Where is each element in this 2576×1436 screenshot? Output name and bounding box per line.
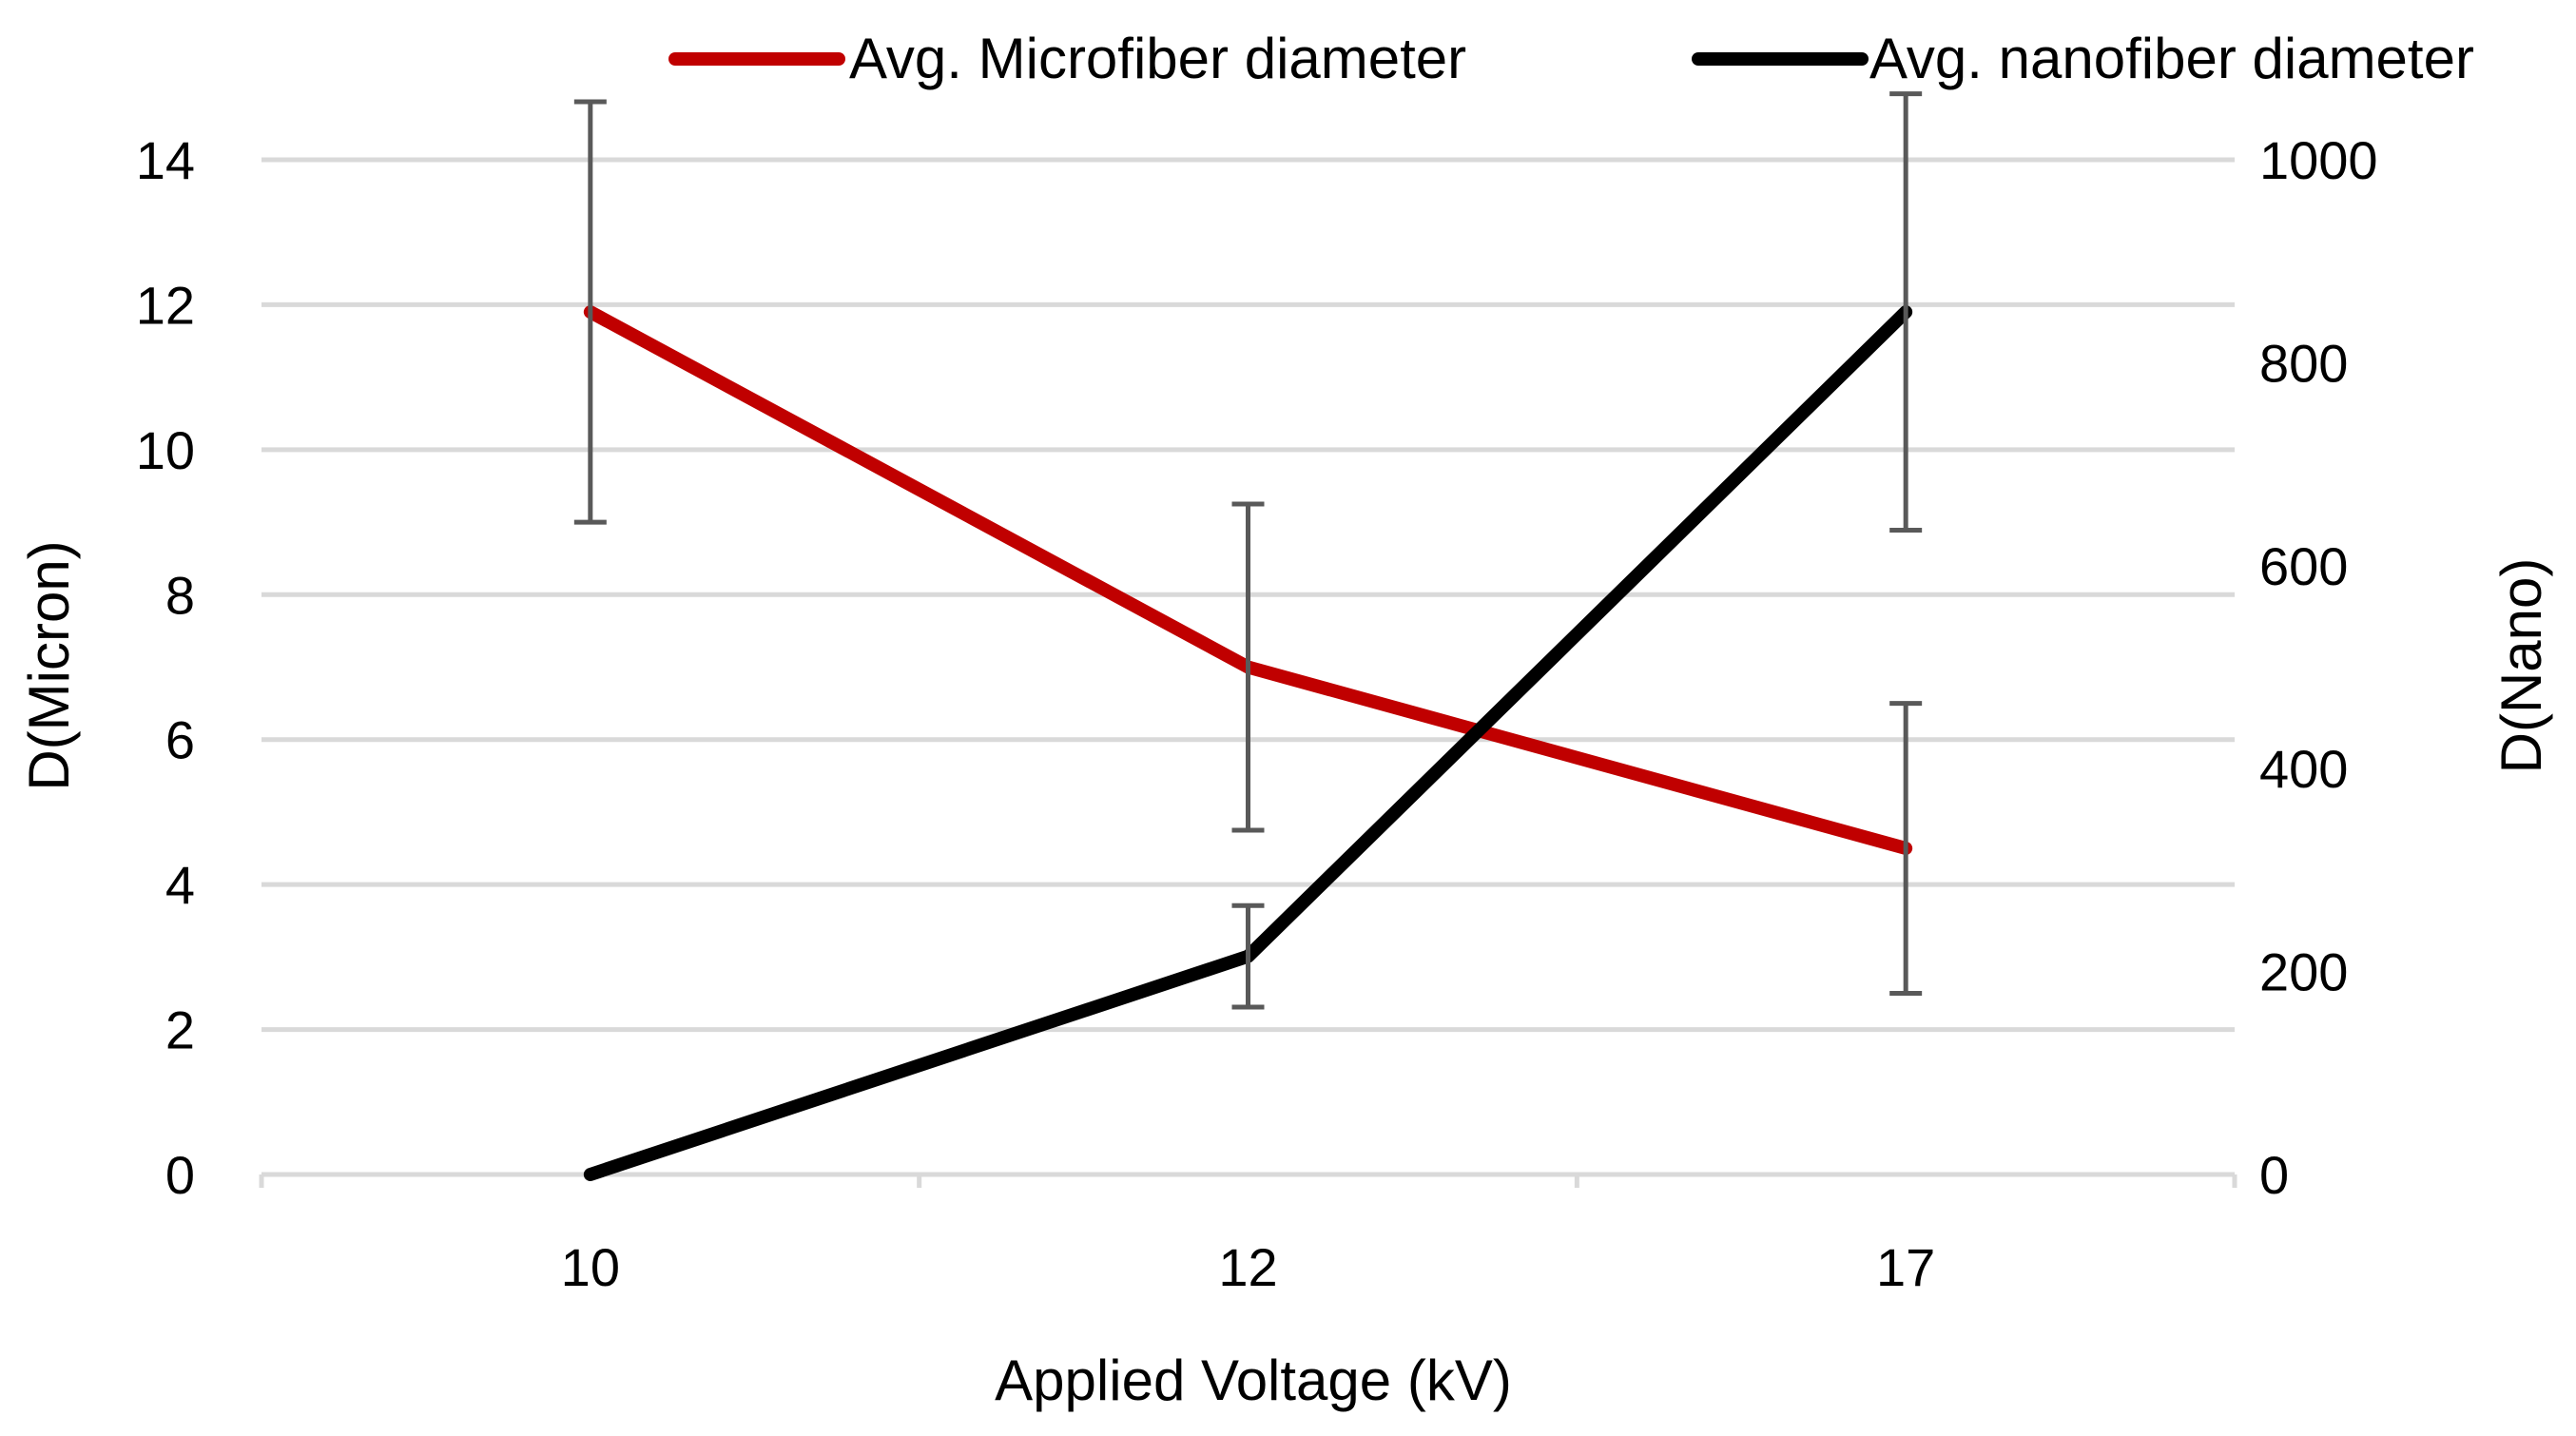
y-left-tick-label: 14	[136, 130, 195, 190]
y-left-tick-label: 2	[165, 1000, 195, 1060]
y-axis-left-tick-labels: 0 2 4 6 8 10 12 14	[136, 130, 195, 1205]
data-point	[589, 1174, 591, 1175]
legend-label-nanofiber: Avg. nanofiber diameter	[1869, 27, 2474, 90]
y-right-tick-label: 400	[2259, 739, 2348, 799]
y-left-tick-label: 4	[165, 855, 195, 915]
legend-item-microfiber: Avg. Microfiber diameter	[668, 27, 1466, 90]
y-left-tick-label: 8	[165, 565, 195, 625]
y-right-tick-label: 200	[2259, 942, 2348, 1002]
y-left-tick-label: 12	[136, 275, 195, 335]
legend-label-microfiber: Avg. Microfiber diameter	[849, 27, 1466, 90]
error-bar	[1231, 902, 1265, 1010]
y-left-tick-label: 0	[165, 1145, 195, 1205]
x-axis-tick-labels: 10 12 17	[561, 1237, 1936, 1297]
x-tick-label: 17	[1876, 1237, 1935, 1297]
x-tick-label: 10	[561, 1237, 620, 1297]
y-right-tick-label: 600	[2259, 536, 2348, 596]
error-bar	[1889, 701, 1923, 996]
x-axis-title: Applied Voltage (kV)	[995, 1349, 1512, 1412]
y-axis-right-tick-labels: 0 200 400 600 800 1000	[2259, 130, 2378, 1205]
error-bar	[1231, 501, 1265, 833]
error-bar	[573, 99, 607, 525]
y-axis-left-title: D(Micron)	[17, 540, 81, 790]
y-right-tick-label: 0	[2259, 1145, 2289, 1205]
y-left-tick-label: 6	[165, 710, 195, 770]
y-right-tick-label: 800	[2259, 333, 2348, 393]
legend: Avg. Microfiber diameter Avg. nanofiber …	[668, 27, 2474, 90]
y-axis-right-title: D(Nano)	[2489, 558, 2553, 774]
legend-item-nanofiber: Avg. nanofiber diameter	[1692, 27, 2474, 90]
x-tick-label: 12	[1218, 1237, 1277, 1297]
y-right-tick-label: 1000	[2259, 130, 2378, 190]
error-bars	[573, 91, 1923, 1010]
error-bar	[1889, 91, 1923, 533]
x-axis-ticks	[259, 1174, 2237, 1188]
y-left-tick-label: 10	[136, 420, 195, 480]
